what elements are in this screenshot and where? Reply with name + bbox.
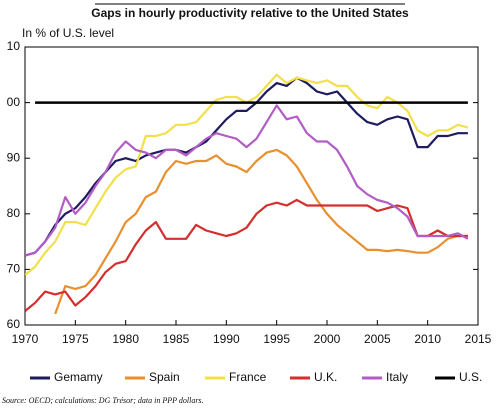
y-tick-label: 10 (7, 39, 21, 53)
x-tick-label: 1985 (163, 332, 190, 346)
legend-label: U.K. (314, 370, 337, 384)
source-note: Source: OECD; calculations: DG Trésor; d… (2, 396, 204, 405)
legend-label: France (229, 370, 267, 384)
y-tick-label: 60 (7, 317, 21, 331)
x-tick-label: 1975 (62, 332, 89, 346)
x-tick-label: 2010 (414, 332, 441, 346)
legend-label: Gemamy (54, 370, 103, 384)
series-line (25, 73, 469, 276)
chart-title: Gaps in hourly productivity relative to … (91, 6, 409, 20)
series-line (54, 148, 468, 315)
legend-label: Italy (386, 370, 408, 384)
x-tick-label: 2000 (314, 332, 341, 346)
x-tick-label: 2005 (364, 332, 391, 346)
plot-frame (24, 46, 479, 326)
x-tick-label: 1990 (213, 332, 240, 346)
y-tick-label: 80 (7, 206, 21, 220)
legend-label: U.S. (459, 370, 482, 384)
x-tick-label: 1980 (112, 332, 139, 346)
x-tick-label: 2015 (465, 332, 492, 346)
y-tick-label: 90 (7, 150, 21, 164)
y-axis-label: In % of U.S. level (22, 26, 114, 40)
y-tick-label: 00 (7, 95, 21, 109)
x-tick-label: 1995 (263, 332, 290, 346)
y-tick-label: 70 (7, 262, 21, 276)
legend-label: Spain (149, 370, 180, 384)
series-line (25, 104, 469, 257)
x-tick-label: 1970 (12, 332, 39, 346)
